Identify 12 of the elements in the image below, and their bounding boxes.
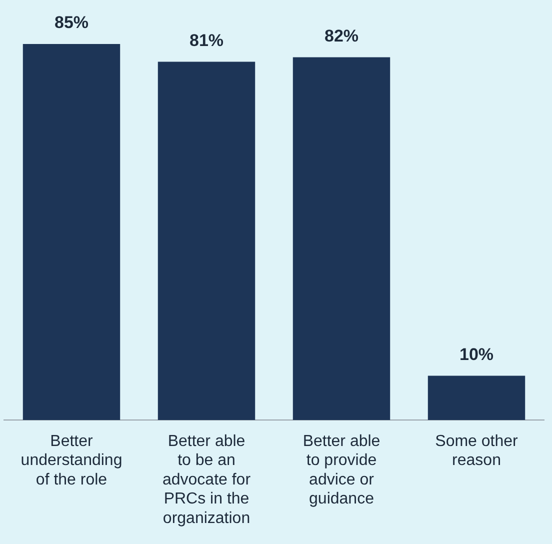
data-label: 81% <box>189 30 224 50</box>
x-tick-label: Better able to provide advice or guidance <box>302 433 380 508</box>
bar <box>158 62 256 420</box>
x-tick-label: Some other reason <box>435 433 519 470</box>
data-label: 82% <box>324 26 359 46</box>
bar <box>428 376 526 420</box>
x-tick-label: Better able to be an advocate for PRCs in the organization <box>162 433 252 527</box>
data-label: 85% <box>54 13 89 32</box>
bar <box>292 57 390 420</box>
bar <box>22 44 120 420</box>
x-tick-label: Better understanding of the role <box>20 433 122 488</box>
data-label: 10% <box>459 344 494 364</box>
